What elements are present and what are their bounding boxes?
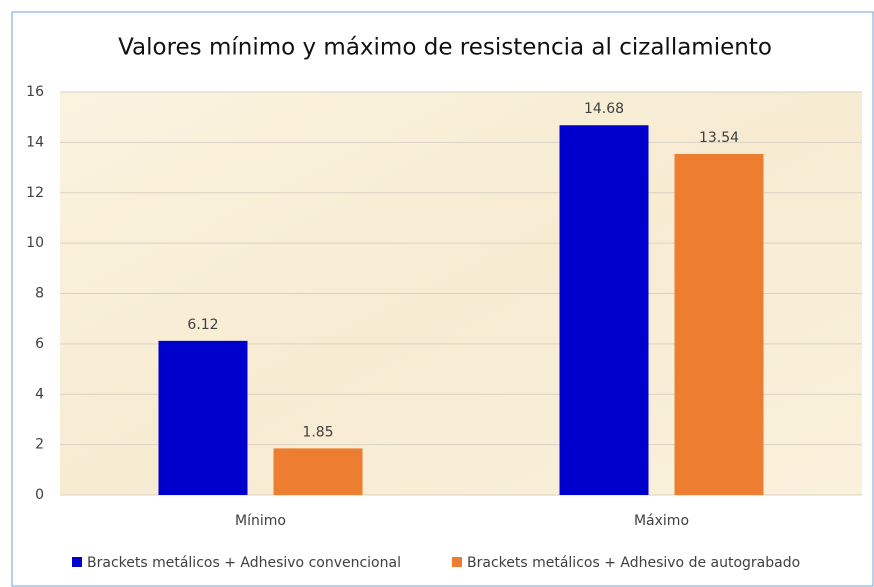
y-tick-label: 16 xyxy=(26,84,44,100)
data-label: 1.85 xyxy=(302,424,333,440)
y-tick-label: 10 xyxy=(26,235,44,251)
data-label: 6.12 xyxy=(187,317,218,333)
bar xyxy=(674,153,764,495)
y-tick-label: 2 xyxy=(35,437,44,453)
bar xyxy=(559,125,649,495)
y-tick-label: 8 xyxy=(35,286,44,302)
legend-label: Brackets metálicos + Adhesivo de autogra… xyxy=(467,555,800,571)
data-label: 13.54 xyxy=(699,130,739,146)
bar xyxy=(273,448,363,495)
data-label: 14.68 xyxy=(584,101,624,117)
legend-swatch xyxy=(72,557,82,567)
y-tick-label: 14 xyxy=(26,134,44,150)
x-tick-label: Máximo xyxy=(634,513,689,529)
y-tick-label: 0 xyxy=(35,487,44,503)
bar xyxy=(158,340,248,495)
y-tick-label: 12 xyxy=(26,185,44,201)
chart-title: Valores mínimo y máximo de resistencia a… xyxy=(118,35,772,61)
y-tick-label: 4 xyxy=(35,386,44,402)
legend-swatch xyxy=(452,557,462,567)
y-tick-label: 6 xyxy=(35,336,44,352)
x-tick-label: Mínimo xyxy=(235,513,286,529)
legend-label: Brackets metálicos + Adhesivo convencion… xyxy=(87,555,401,571)
